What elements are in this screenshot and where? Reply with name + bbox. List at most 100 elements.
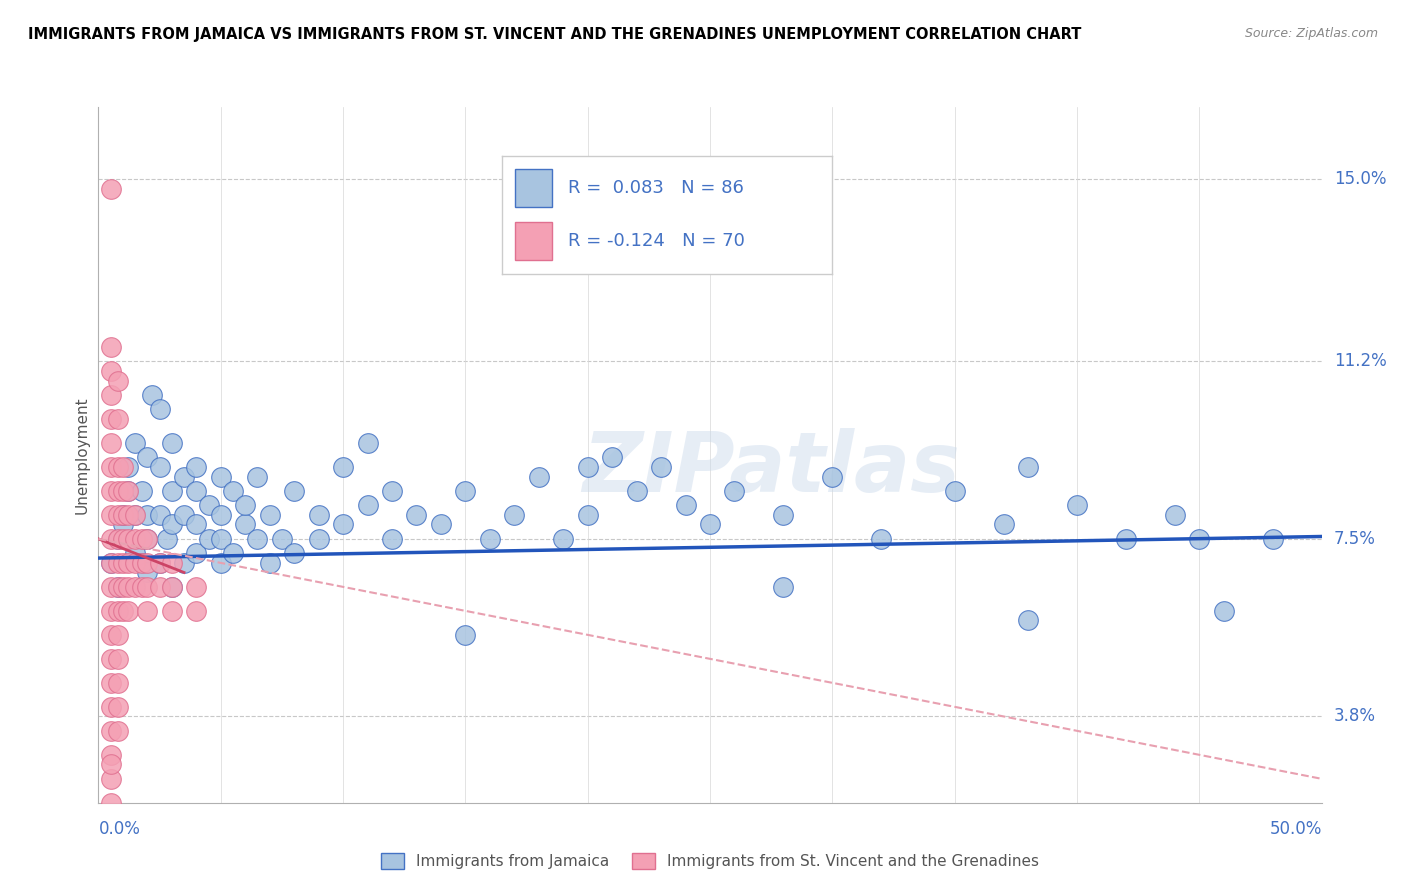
Point xyxy=(186,604,208,618)
Point xyxy=(160,483,183,498)
Point xyxy=(117,556,139,570)
Point xyxy=(107,556,129,570)
Text: 3.8%: 3.8% xyxy=(1334,707,1376,725)
Point xyxy=(259,508,281,522)
Point xyxy=(100,459,122,474)
Point xyxy=(107,532,129,546)
Point xyxy=(332,459,354,474)
Point xyxy=(527,469,550,483)
Point xyxy=(870,532,893,546)
Point xyxy=(149,402,172,417)
Point xyxy=(186,483,208,498)
Text: IMMIGRANTS FROM JAMAICA VS IMMIGRANTS FROM ST. VINCENT AND THE GRENADINES UNEMPL: IMMIGRANTS FROM JAMAICA VS IMMIGRANTS FR… xyxy=(28,27,1081,42)
Point xyxy=(1017,614,1039,628)
Point xyxy=(308,532,330,546)
Point xyxy=(332,517,354,532)
Point xyxy=(136,450,159,465)
Point xyxy=(107,532,129,546)
Point xyxy=(124,508,146,522)
Text: Source: ZipAtlas.com: Source: ZipAtlas.com xyxy=(1244,27,1378,40)
Point xyxy=(454,628,477,642)
Point xyxy=(111,556,134,570)
Point xyxy=(111,508,134,522)
Point xyxy=(149,556,172,570)
Point xyxy=(308,508,330,522)
Point xyxy=(553,532,575,546)
Point xyxy=(100,676,122,690)
Point xyxy=(111,483,134,498)
Y-axis label: Unemployment: Unemployment xyxy=(75,396,90,514)
Point xyxy=(149,556,172,570)
Point xyxy=(141,388,163,402)
Point xyxy=(1164,508,1187,522)
Legend: Immigrants from Jamaica, Immigrants from St. Vincent and the Grenadines: Immigrants from Jamaica, Immigrants from… xyxy=(374,847,1046,875)
Point xyxy=(100,556,122,570)
Point xyxy=(100,628,122,642)
Point xyxy=(100,340,122,354)
Point xyxy=(111,459,134,474)
Point xyxy=(100,796,122,810)
Point xyxy=(283,546,305,560)
Point xyxy=(173,556,195,570)
Point xyxy=(136,532,159,546)
Point xyxy=(197,498,219,512)
Point xyxy=(356,498,378,512)
Point xyxy=(149,580,172,594)
Point xyxy=(107,699,129,714)
Point xyxy=(124,508,146,522)
Point xyxy=(107,580,129,594)
Point xyxy=(107,652,129,666)
Point xyxy=(100,181,122,195)
Point xyxy=(149,508,172,522)
Point xyxy=(246,469,269,483)
Point xyxy=(626,483,648,498)
Text: 0.0%: 0.0% xyxy=(98,820,141,838)
Point xyxy=(405,508,427,522)
Point xyxy=(136,532,159,546)
Point xyxy=(100,757,122,772)
Point xyxy=(100,412,122,426)
Point xyxy=(117,532,139,546)
Point xyxy=(107,676,129,690)
Point xyxy=(173,469,195,483)
Point xyxy=(160,436,183,450)
Text: ZIPatlas: ZIPatlas xyxy=(582,428,960,509)
Point xyxy=(283,483,305,498)
Point xyxy=(209,532,232,546)
Point xyxy=(1017,459,1039,474)
Point xyxy=(430,517,453,532)
Point xyxy=(107,508,129,522)
Point xyxy=(197,532,219,546)
Point xyxy=(136,566,159,580)
Point xyxy=(100,604,122,618)
Point xyxy=(454,483,477,498)
Point xyxy=(136,604,159,618)
Point xyxy=(1261,532,1284,546)
Point xyxy=(100,532,122,546)
Point xyxy=(600,450,623,465)
Point xyxy=(117,459,139,474)
Point xyxy=(156,532,179,546)
Point xyxy=(222,483,245,498)
Point xyxy=(111,532,134,546)
Point xyxy=(356,436,378,450)
Point xyxy=(111,580,134,594)
Point xyxy=(100,723,122,738)
Point xyxy=(699,517,721,532)
Point xyxy=(124,556,146,570)
Point xyxy=(160,556,183,570)
Point xyxy=(1212,604,1234,618)
Point xyxy=(160,580,183,594)
Point xyxy=(131,556,153,570)
Point xyxy=(136,580,159,594)
Point xyxy=(160,580,183,594)
Point xyxy=(186,517,208,532)
Point xyxy=(107,628,129,642)
Point xyxy=(100,483,122,498)
Point xyxy=(209,508,232,522)
Point xyxy=(107,459,129,474)
Point xyxy=(270,532,294,546)
Point xyxy=(772,508,794,522)
Point xyxy=(117,483,139,498)
Point xyxy=(100,508,122,522)
